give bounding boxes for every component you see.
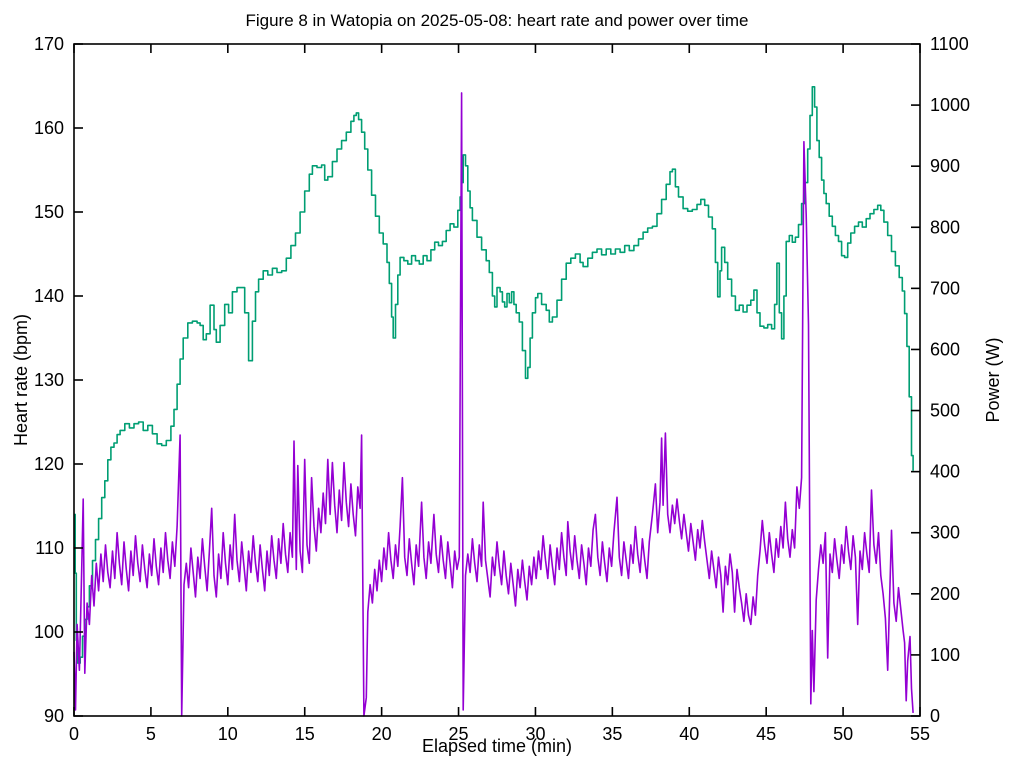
y-tick-label-right: 500 (930, 401, 960, 421)
x-tick-label: 40 (679, 724, 699, 744)
x-tick-label: 15 (295, 724, 315, 744)
y-tick-label-right: 200 (930, 584, 960, 604)
x-tick-label: 0 (69, 724, 79, 744)
chart-title: Figure 8 in Watopia on 2025-05-08: heart… (245, 11, 748, 30)
series-power (73, 92, 914, 717)
x-tick-label: 30 (525, 724, 545, 744)
x-axis-label: Elapsed time (min) (422, 736, 572, 756)
y-tick-label-left: 90 (44, 706, 64, 726)
y-tick-label-left: 110 (35, 538, 64, 558)
y-tick-label-left: 130 (34, 370, 64, 390)
y-tick-label-right: 1000 (930, 95, 970, 115)
y-tick-label-right: 300 (930, 523, 960, 543)
y-tick-label-right: 400 (930, 462, 960, 482)
y-tick-label-left: 120 (34, 454, 64, 474)
x-tick-label: 55 (910, 724, 930, 744)
plot-border (73, 43, 921, 717)
y-tick-label-left: 100 (34, 622, 64, 642)
y-tick-label-left: 140 (34, 286, 64, 306)
y-tick-label-left: 150 (34, 202, 64, 222)
x-tick-label: 5 (146, 724, 156, 744)
y-tick-label-right: 900 (930, 156, 960, 176)
y-tick-label-right: 0 (930, 706, 940, 726)
chart-generated: 0 5 10 15 20 25 30 35 40 45 50 55 90 100 110 120 130 140 1… (34, 34, 970, 744)
y-tick-label-left: 160 (34, 118, 64, 138)
x-tick-label: 10 (218, 724, 238, 744)
y-tick-label-right: 1100 (930, 34, 969, 54)
x-tick-label: 35 (602, 724, 622, 744)
y-tick-label-right: 600 (930, 339, 960, 359)
series-heart_rate (74, 86, 914, 664)
y-axis-label-right: Power (W) (983, 338, 1003, 423)
y-tick-label-left: 170 (34, 34, 64, 54)
y-axis-label-left: Heart rate (bpm) (11, 314, 31, 446)
y-tick-label-right: 700 (930, 278, 960, 298)
x-tick-label: 25 (449, 724, 469, 744)
x-tick-label: 20 (372, 724, 392, 744)
y-tick-label-right: 100 (930, 645, 960, 665)
y-tick-label-right: 800 (930, 217, 960, 237)
x-tick-label: 50 (833, 724, 853, 744)
x-tick-label: 45 (756, 724, 776, 744)
